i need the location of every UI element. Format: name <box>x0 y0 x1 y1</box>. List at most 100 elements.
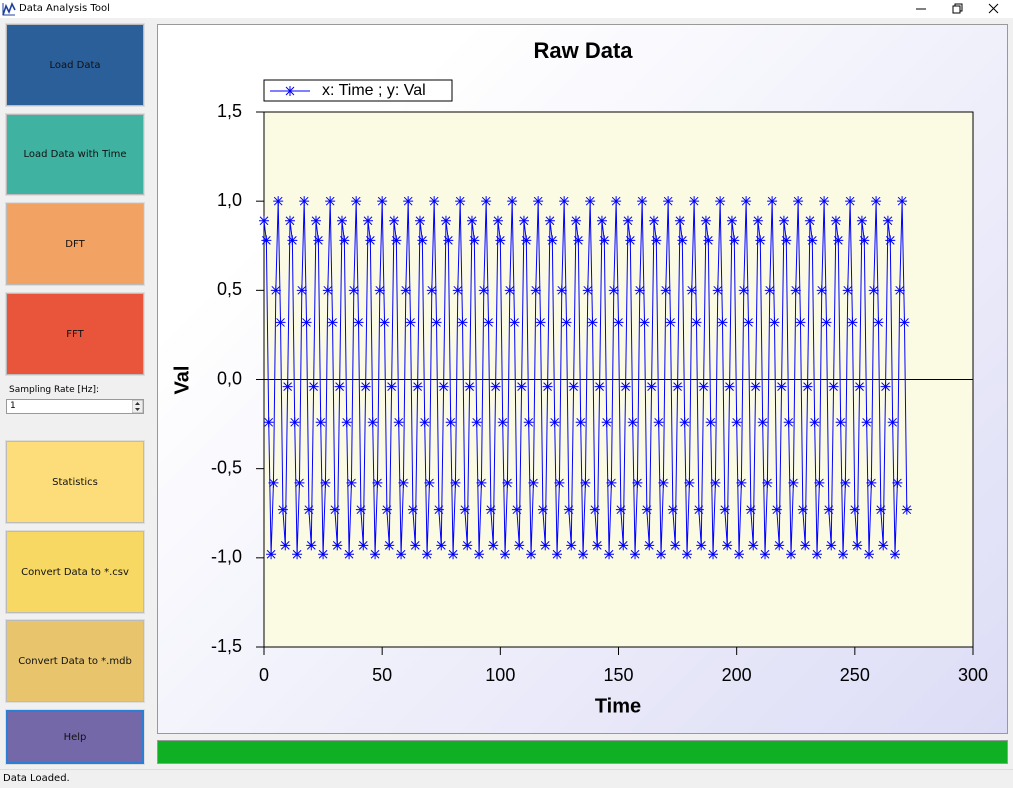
data-point <box>620 381 631 392</box>
data-point <box>405 317 416 328</box>
dft-button[interactable]: DFT <box>5 202 145 286</box>
data-point <box>306 540 317 551</box>
data-point <box>533 196 544 207</box>
data-point <box>677 235 688 246</box>
data-point <box>769 317 780 328</box>
data-point <box>892 477 903 488</box>
data-point <box>372 477 383 488</box>
data-point <box>452 285 463 296</box>
statistics-button[interactable]: Statistics <box>5 440 145 524</box>
data-point <box>336 215 347 226</box>
data-point <box>488 540 499 551</box>
data-point <box>544 215 555 226</box>
data-point <box>788 477 799 488</box>
data-point <box>594 381 605 392</box>
data-point <box>367 417 378 428</box>
restore-button[interactable] <box>952 3 963 14</box>
data-point <box>457 317 468 328</box>
data-point <box>660 285 671 296</box>
data-point <box>868 285 879 296</box>
sampling-rate-value: 1 <box>10 401 16 411</box>
title-bar: Data Analysis Tool <box>0 0 1013 18</box>
data-point <box>266 549 277 560</box>
data-point <box>270 285 281 296</box>
data-point <box>689 196 700 207</box>
data-point <box>310 215 321 226</box>
data-point <box>440 215 451 226</box>
data-point <box>625 235 636 246</box>
y-tick-label: -1,0 <box>211 547 242 567</box>
data-point <box>568 381 579 392</box>
data-point <box>542 381 553 392</box>
data-point <box>606 477 617 488</box>
data-point <box>481 196 492 207</box>
data-point <box>396 549 407 560</box>
data-point <box>613 317 624 328</box>
data-point <box>563 504 574 515</box>
data-point <box>459 504 470 515</box>
data-point <box>897 196 908 207</box>
data-point <box>464 381 475 392</box>
data-point <box>864 549 875 560</box>
data-point <box>712 285 723 296</box>
data-point <box>578 549 589 560</box>
data-point <box>786 549 797 560</box>
data-point <box>838 549 849 560</box>
data-point <box>684 477 695 488</box>
window-controls[interactable] <box>905 0 1013 18</box>
data-point <box>374 285 385 296</box>
data-point <box>308 381 319 392</box>
data-point <box>854 381 865 392</box>
data-point <box>547 235 558 246</box>
convert-csv-button[interactable]: Convert Data to *.csv <box>5 530 145 614</box>
data-point <box>476 477 487 488</box>
sampling-rate-input[interactable]: 1 <box>6 399 144 414</box>
data-point <box>514 540 525 551</box>
data-point <box>561 317 572 328</box>
data-point <box>322 285 333 296</box>
legend-box <box>263 79 453 102</box>
spinner[interactable] <box>132 400 143 413</box>
data-point <box>296 285 307 296</box>
data-point <box>601 417 612 428</box>
data-point <box>412 381 423 392</box>
data-point <box>339 235 350 246</box>
sampling-rate-label: Sampling Rate [Hz]: <box>9 385 100 395</box>
data-point <box>665 317 676 328</box>
data-point <box>497 417 508 428</box>
data-point <box>471 417 482 428</box>
data-point <box>856 215 867 226</box>
data-point <box>861 417 872 428</box>
data-point <box>410 540 421 551</box>
data-point <box>726 215 737 226</box>
data-point <box>767 196 778 207</box>
data-point <box>284 215 295 226</box>
data-point <box>632 477 643 488</box>
y-tick-label: -0,5 <box>211 457 242 477</box>
data-point <box>592 540 603 551</box>
fft-button[interactable]: FFT <box>5 292 145 376</box>
data-point <box>318 549 329 560</box>
data-point <box>781 235 792 246</box>
data-point <box>859 235 870 246</box>
data-point <box>431 317 442 328</box>
data-point <box>826 540 837 551</box>
data-point <box>885 235 896 246</box>
close-button[interactable] <box>988 3 999 14</box>
data-point <box>516 381 527 392</box>
load-data-button[interactable]: Load Data <box>5 23 145 107</box>
chart-title: Raw Data <box>533 38 633 63</box>
chart-panel: Raw Data Time Val 1,5 1,0 0,5 0,0 -0,5 -1,0 -1… <box>157 24 1008 734</box>
data-point <box>530 285 541 296</box>
data-point <box>528 477 539 488</box>
data-point <box>656 549 667 560</box>
data-point <box>703 235 714 246</box>
data-point <box>400 285 411 296</box>
load-data-time-button[interactable]: Load Data with Time <box>5 113 145 196</box>
data-point <box>523 417 534 428</box>
data-point <box>301 317 312 328</box>
convert-mdb-button[interactable]: Convert Data to *.mdb <box>5 619 145 703</box>
help-button[interactable]: Help <box>5 709 145 765</box>
data-point <box>384 540 395 551</box>
